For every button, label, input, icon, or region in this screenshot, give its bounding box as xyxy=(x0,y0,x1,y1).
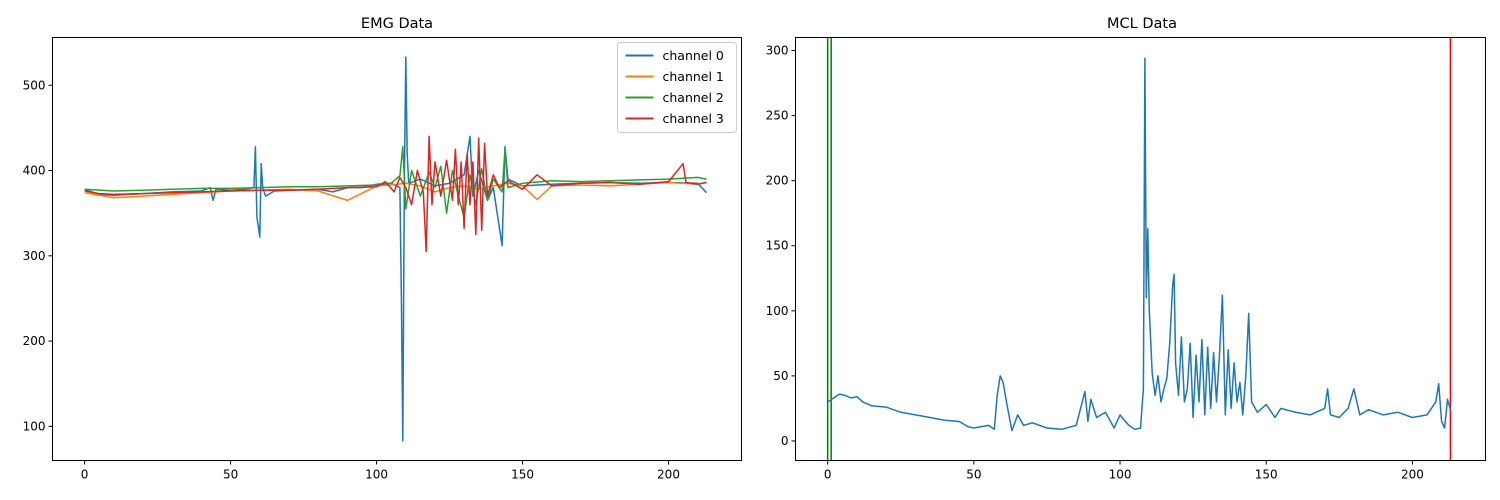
emg-plot-area xyxy=(84,56,708,442)
mcl-y-tick-label-5: 250 xyxy=(766,109,789,123)
legend-label-0: channel 0 xyxy=(663,48,724,63)
emg-chart: EMG Data 0 50 100 150 200 100 200 300 400 500 cha… xyxy=(23,16,742,482)
mcl-plot-area xyxy=(826,37,1452,461)
mcl-y-tick-label-2: 100 xyxy=(766,304,789,318)
emg-chart-frame xyxy=(52,37,742,461)
emg-y-tick-label-2: 300 xyxy=(23,249,46,263)
legend-label-2: channel 2 xyxy=(663,90,724,105)
emg-y-tick-label-1: 200 xyxy=(23,334,46,348)
emg-series-line-3 xyxy=(84,135,707,253)
mcl-chart-ticks: 0 50 100 150 200 0 50 100 150 200 250 300 xyxy=(766,44,1424,482)
mcl-x-tick-label-2: 100 xyxy=(1109,468,1132,482)
mcl-y-tick-label-3: 150 xyxy=(766,239,789,253)
mcl-x-tick-label-1: 50 xyxy=(966,468,981,482)
legend-label-3: channel 3 xyxy=(663,111,724,126)
mcl-y-tick-label-4: 200 xyxy=(766,174,789,188)
mcl-chart-frame xyxy=(795,37,1486,461)
mcl-series-line-0 xyxy=(827,57,1452,432)
emg-chart-ticks: 0 50 100 150 200 100 200 300 400 500 xyxy=(23,78,680,481)
emg-chart-legend: channel 0 channel 1 channel 2 channel 3 xyxy=(617,42,737,133)
emg-x-tick-label-1: 50 xyxy=(223,468,238,482)
emg-x-tick-label-4: 200 xyxy=(657,468,680,482)
mcl-x-tick-label-4: 200 xyxy=(1401,468,1424,482)
emg-chart-title: EMG Data xyxy=(361,16,433,32)
emg-x-tick-label-3: 150 xyxy=(511,468,534,482)
legend-label-1: channel 1 xyxy=(663,69,724,84)
mcl-chart-marks xyxy=(826,37,1452,461)
legend-box xyxy=(617,42,737,133)
mcl-y-tick-label-6: 300 xyxy=(766,44,789,58)
emg-y-tick-label-3: 400 xyxy=(23,164,46,178)
mcl-y-tick-label-0: 0 xyxy=(781,434,789,448)
mcl-chart-title: MCL Data xyxy=(1107,16,1177,32)
emg-x-tick-label-2: 100 xyxy=(365,468,388,482)
emg-chart-marks xyxy=(84,56,708,442)
mcl-x-tick-label-3: 150 xyxy=(1255,468,1278,482)
emg-y-tick-label-0: 100 xyxy=(23,419,46,433)
mcl-x-tick-label-0: 0 xyxy=(824,468,832,482)
emg-x-tick-label-0: 0 xyxy=(81,468,89,482)
emg-y-tick-label-4: 500 xyxy=(23,78,46,92)
mcl-chart: MCL Data 0 50 100 150 200 0 50 100 150 200 250 300 xyxy=(766,16,1486,482)
emg-series-line-2 xyxy=(84,145,707,219)
mcl-y-tick-label-1: 50 xyxy=(773,369,788,383)
